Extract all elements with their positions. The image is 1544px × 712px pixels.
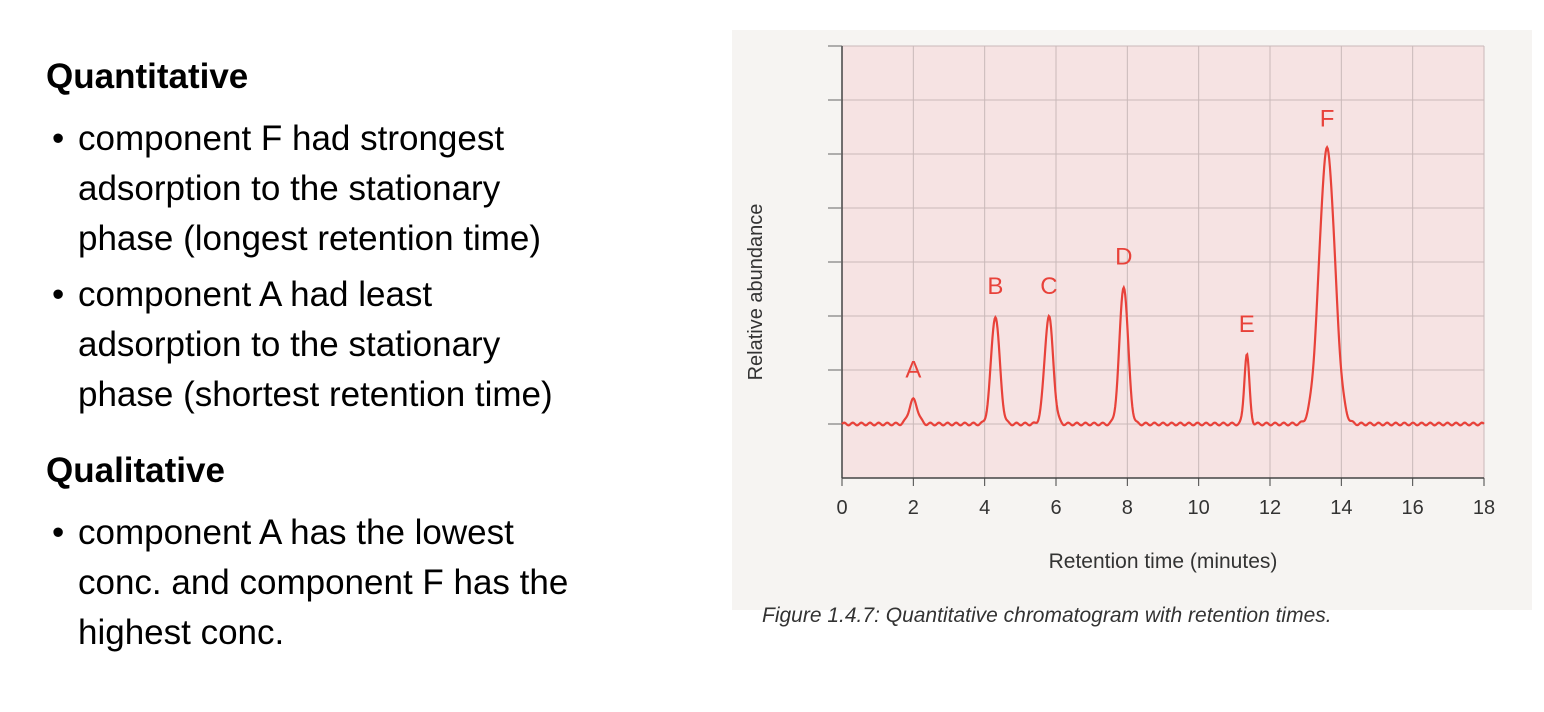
x-axis-title: Retention time (minutes) xyxy=(1049,550,1278,573)
bullet-dot: • xyxy=(52,513,65,552)
bullet-item: • component A had least adsorption to th… xyxy=(46,270,726,420)
x-tick-label: 18 xyxy=(1473,497,1495,519)
bullet-item: • component A has the lowest conc. and c… xyxy=(46,508,726,658)
bullet-line: component A has the lowest xyxy=(78,513,514,552)
peak-label-a: A xyxy=(905,357,921,384)
label-layer: A B C D E F xyxy=(905,106,1334,384)
x-tick-label: 14 xyxy=(1330,497,1352,519)
qualitative-bullets: • component A has the lowest conc. and c… xyxy=(46,508,726,664)
quantitative-bullets: • component F had strongest adsorption t… xyxy=(46,114,726,426)
series-layer xyxy=(841,144,1485,427)
chromatogram-chart: 0 2 4 6 8 10 12 14 16 18 A B C D E F Retention time (m… xyxy=(745,45,1495,573)
bullet-line: phase (longest retention time) xyxy=(78,219,542,258)
axis-layer: 0 2 4 6 8 10 12 14 16 18 xyxy=(828,45,1495,519)
y-axis-title: Relative abundance xyxy=(745,204,767,381)
bullet-dot: • xyxy=(52,119,65,158)
bullet-line: adsorption to the stationary xyxy=(78,325,501,364)
section-heading-quantitative: Quantitative xyxy=(46,57,249,96)
peak-label-f: F xyxy=(1320,106,1335,133)
bullet-line: component A had least xyxy=(78,275,433,314)
bullet-line: adsorption to the stationary xyxy=(78,169,501,208)
peak-label-e: E xyxy=(1239,311,1255,338)
x-tick-label: 16 xyxy=(1402,497,1424,519)
chromatogram-figure: 0 2 4 6 8 10 12 14 16 18 A B C D E F Retention time (m… xyxy=(732,30,1532,610)
section-heading-qualitative: Qualitative xyxy=(46,451,225,490)
text-panel: Quantitative • component F had strongest… xyxy=(0,0,720,712)
bullet-item: • component F had strongest adsorption t… xyxy=(46,114,726,264)
peak-label-c: C xyxy=(1040,273,1057,300)
peak-label-b: B xyxy=(987,273,1003,300)
bullet-dot: • xyxy=(52,275,65,314)
x-tick-label: 8 xyxy=(1122,497,1133,519)
x-tick-label: 12 xyxy=(1259,497,1281,519)
x-tick-label: 0 xyxy=(836,497,847,519)
x-tick-label: 4 xyxy=(979,497,990,519)
bullet-line: highest conc. xyxy=(78,613,285,652)
chromatogram-line xyxy=(841,144,1485,427)
bullet-line: component F had strongest xyxy=(78,119,505,158)
figure-caption: Figure 1.4.7: Quantitative chromatogram … xyxy=(762,604,1332,627)
x-tick-label: 2 xyxy=(908,497,919,519)
x-tick-label: 6 xyxy=(1050,497,1061,519)
bullet-line: conc. and component F has the xyxy=(78,563,569,602)
bullet-line: phase (shortest retention time) xyxy=(78,375,553,414)
x-tick-label: 10 xyxy=(1188,497,1210,519)
peak-label-d: D xyxy=(1115,243,1132,270)
